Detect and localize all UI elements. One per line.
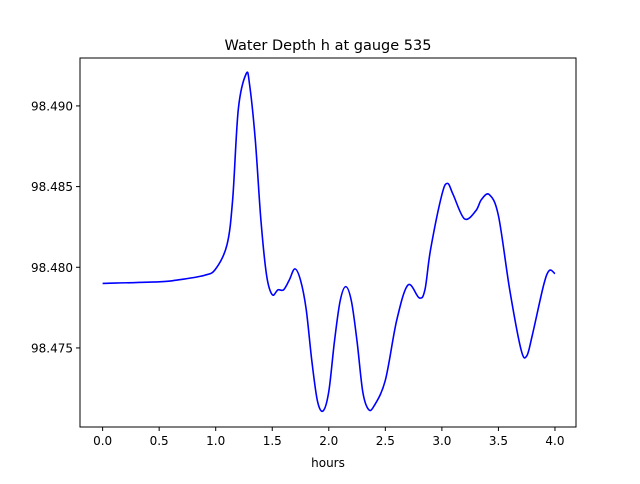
y-tick-label: 98.490 [31,99,73,113]
x-tick-label: 0.0 [93,434,112,448]
plot-area [102,71,556,413]
x-tick-label: 1.5 [263,434,282,448]
x-tick-label: 2.0 [319,434,338,448]
x-axis: 0.0 0.5 1.0 1.5 2.0 2.5 3.0 3.5 4.0 [93,427,565,448]
x-tick-label: 0.5 [150,434,169,448]
y-tick-label: 98.475 [31,341,73,355]
x-tick-label: 3.0 [432,434,451,448]
y-tick-label: 98.485 [31,180,73,194]
series-line-h [102,71,556,413]
x-tick-label: 1.0 [206,434,225,448]
axes-frame [79,57,577,428]
y-tick-label: 98.480 [31,261,73,275]
chart-title: Water Depth h at gauge 535 [225,38,432,54]
y-axis: 98.475 98.480 98.485 98.490 [31,99,80,355]
x-tick-label: 2.5 [376,434,395,448]
x-tick-label: 4.0 [545,434,564,448]
x-axis-label: hours [311,456,345,470]
x-tick-label: 3.5 [489,434,508,448]
